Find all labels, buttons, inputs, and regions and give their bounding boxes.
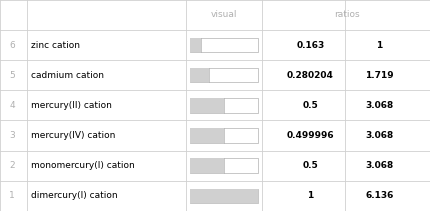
- Text: mercury(II) cation: mercury(II) cation: [31, 101, 112, 110]
- Bar: [190, 68, 209, 83]
- Bar: [190, 38, 201, 52]
- Text: 6.136: 6.136: [364, 191, 393, 200]
- Bar: [190, 128, 258, 143]
- Text: 1: 1: [307, 191, 313, 200]
- Text: 3.068: 3.068: [364, 131, 393, 140]
- Text: monomercury(I) cation: monomercury(I) cation: [31, 161, 135, 170]
- Text: 0.163: 0.163: [295, 41, 324, 50]
- Text: 3.068: 3.068: [364, 101, 393, 110]
- Bar: [190, 98, 258, 113]
- Bar: [190, 38, 258, 52]
- Bar: [190, 158, 258, 173]
- Text: 6: 6: [9, 41, 15, 50]
- Text: 1: 1: [375, 41, 381, 50]
- Text: 3: 3: [9, 131, 15, 140]
- Text: cadmium cation: cadmium cation: [31, 71, 104, 80]
- Text: 0.5: 0.5: [302, 101, 317, 110]
- Text: ratios: ratios: [333, 11, 359, 19]
- Text: dimercury(I) cation: dimercury(I) cation: [31, 191, 118, 200]
- Text: mercury(IV) cation: mercury(IV) cation: [31, 131, 116, 140]
- Text: visual: visual: [210, 11, 237, 19]
- Text: 2: 2: [9, 161, 15, 170]
- Text: 5: 5: [9, 71, 15, 80]
- Text: 4: 4: [9, 101, 15, 110]
- Text: 0.5: 0.5: [302, 161, 317, 170]
- Bar: [190, 189, 258, 203]
- Bar: [190, 128, 224, 143]
- Bar: [190, 158, 224, 173]
- Text: 1.719: 1.719: [364, 71, 393, 80]
- Text: 3.068: 3.068: [364, 161, 393, 170]
- Text: 0.280204: 0.280204: [286, 71, 333, 80]
- Bar: [190, 189, 258, 203]
- Text: 1: 1: [9, 191, 15, 200]
- Bar: [190, 68, 258, 83]
- Text: 0.499996: 0.499996: [286, 131, 333, 140]
- Bar: [190, 98, 224, 113]
- Text: zinc cation: zinc cation: [31, 41, 80, 50]
